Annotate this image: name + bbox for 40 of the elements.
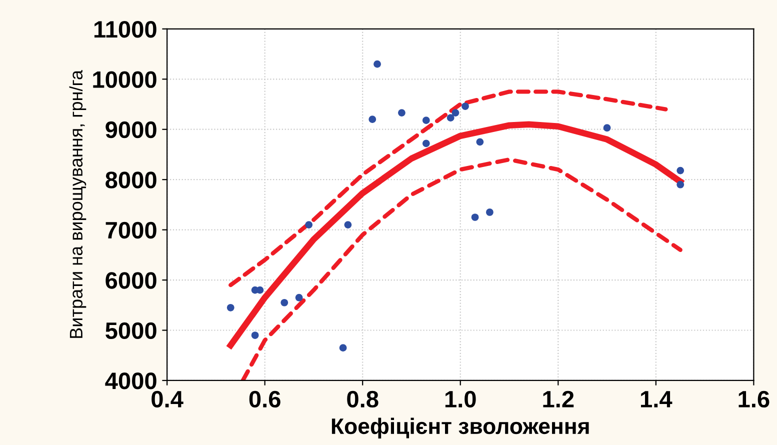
x-tick-label: 0.6 [249,390,280,408]
y-tick-label: 11000 [94,20,156,38]
x-tick-label: 1.6 [738,390,770,408]
y-axis-title: Витрати на вирощування, грн/га [69,70,86,338]
point [305,221,312,228]
point [422,116,430,124]
point [368,116,376,123]
point [295,294,303,302]
y-tick-label: 6000 [106,272,156,289]
point [676,180,684,188]
x-tick-label: 0.4 [152,390,184,408]
point [452,109,460,116]
y-tick-label: 9000 [106,121,156,138]
point [603,124,611,132]
point [471,214,479,221]
point [374,60,381,68]
point [398,109,406,116]
point [251,332,259,339]
point [446,114,454,122]
y-tick-label: 8000 [106,172,156,188]
point [344,221,352,228]
point [676,166,684,174]
y-tick-label: 10000 [93,71,156,88]
y-tick-label: 7000 [106,222,156,239]
line-series [240,157,682,380]
y-tick-label: 4000 [105,372,156,390]
point [422,140,430,148]
line-series [228,90,668,288]
point [339,344,347,352]
point [476,138,484,146]
point [280,298,288,306]
point [462,102,469,110]
x-axis-title: Коефіцієнт зволоження [332,418,589,438]
x-tick-label: 1.0 [445,390,476,408]
point [226,304,234,312]
point [486,208,494,216]
y-tick-label: 5000 [106,322,156,340]
x-tick-label: 1.4 [640,391,672,408]
x-tick-label: 1.2 [543,390,574,408]
x-tick-label: 0.8 [347,390,378,408]
